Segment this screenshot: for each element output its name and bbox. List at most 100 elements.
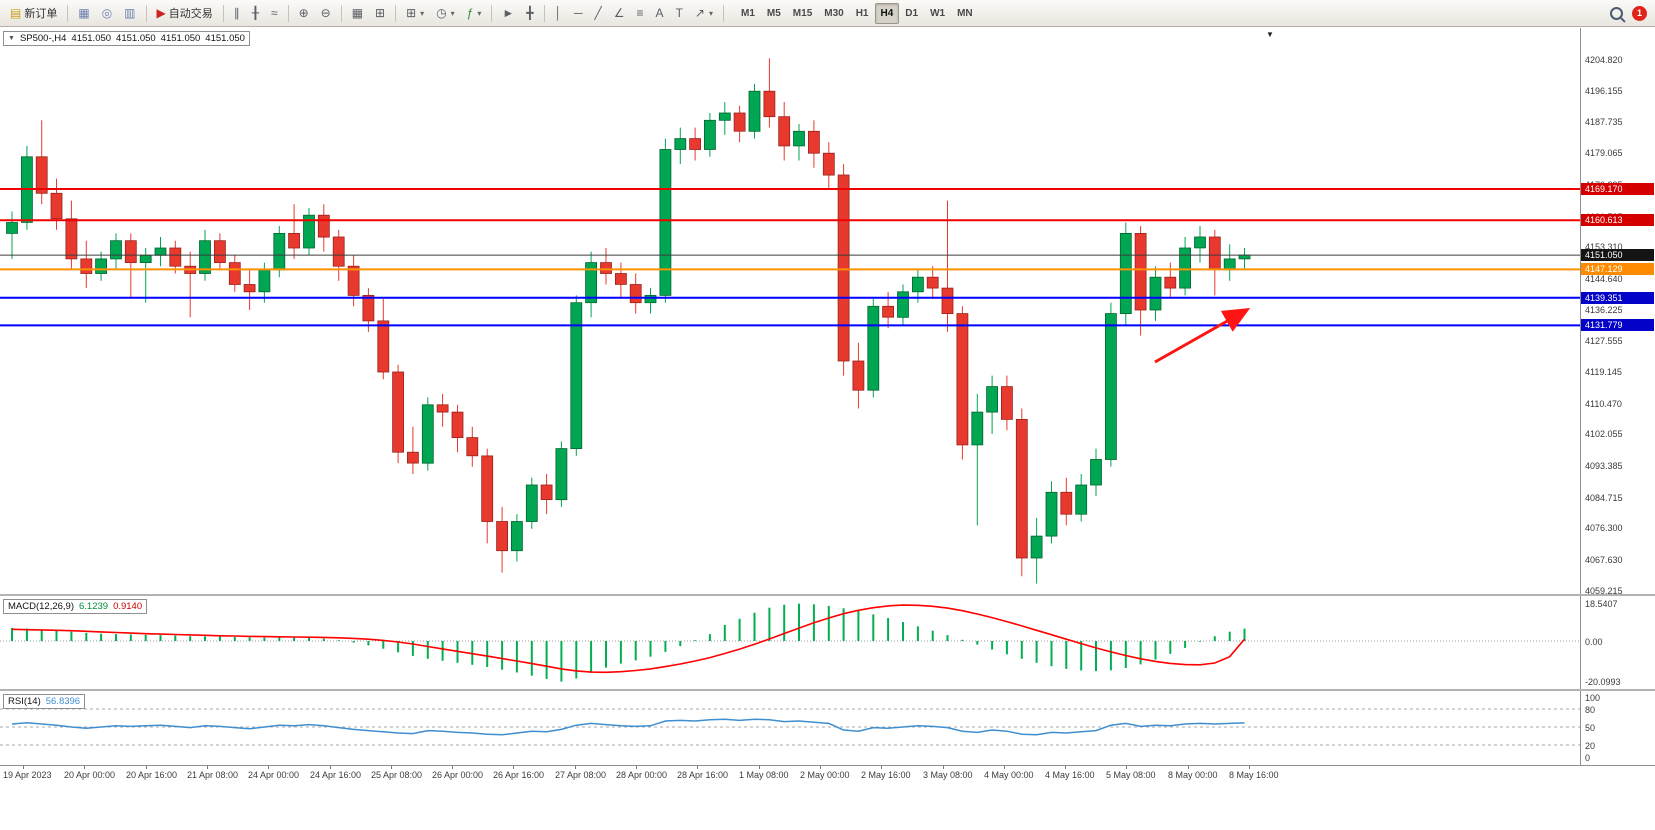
autotrading-icon: ▶ bbox=[156, 6, 166, 20]
price-tick-label: 4144.640 bbox=[1585, 274, 1623, 284]
time-axis[interactable]: 19 Apr 2023 20 Apr 00:00 20 Apr 16:00 21 Ap… bbox=[0, 765, 1655, 787]
timeframe-m30-button[interactable]: M30 bbox=[824, 7, 844, 19]
time-label: 24 Apr 16:00 bbox=[310, 770, 362, 780]
toolbar-cursor-button[interactable]: ► bbox=[497, 2, 519, 25]
price-tick-label: 4110.470 bbox=[1585, 398, 1622, 409]
timeframe-h1-button[interactable]: H1 bbox=[855, 7, 869, 19]
toolbar-profiles-button[interactable]: ◷ ▾ bbox=[431, 2, 460, 25]
timeframe-d1-button[interactable]: D1 bbox=[905, 7, 919, 19]
toolbar-trendline-button[interactable]: ╱ bbox=[590, 2, 607, 25]
autotrading-label: 自动交易 bbox=[168, 8, 213, 20]
toolbar-vertical-line-button[interactable]: │ bbox=[550, 2, 568, 25]
toolbar-autotrading-button[interactable]: ▶ 自动交易 bbox=[152, 2, 218, 25]
toolbar-crosshair-button[interactable]: ╋ bbox=[521, 2, 538, 25]
line-chart-icon: ≈ bbox=[270, 6, 278, 20]
price-tick-label: 4067.630 bbox=[1585, 554, 1623, 565]
timeframe-mn-button[interactable]: MN bbox=[957, 7, 973, 19]
time-label: 26 Apr 00:00 bbox=[432, 770, 484, 780]
timeframe-h4-button[interactable]: H4 bbox=[874, 2, 900, 24]
fibonacci-icon: ≡ bbox=[636, 6, 644, 20]
toolbar-terminal-button[interactable]: ▥ bbox=[119, 2, 140, 25]
rsi-tick-label: 50 bbox=[1585, 722, 1596, 733]
search-icon[interactable] bbox=[1610, 6, 1623, 20]
toolbar-text-label-button[interactable]: T bbox=[671, 2, 688, 25]
timeframe-group: M1 M5 M15 M30 H1 H4 D1 W1 MN bbox=[735, 2, 979, 24]
terminal-icon: ▥ bbox=[124, 6, 136, 20]
toolbar-zoom-in-button[interactable]: ⊕ bbox=[294, 2, 314, 25]
new-order-label: 新订单 bbox=[24, 8, 58, 20]
price-tag-4139.351: 4139.351 bbox=[1581, 291, 1654, 304]
zoom-out-icon: ⊖ bbox=[320, 6, 331, 20]
time-label: 8 May 16:00 bbox=[1229, 770, 1279, 780]
price-chart-canvas[interactable] bbox=[0, 28, 1580, 594]
price-axis[interactable]: 4204.8204196.1554187.7354179.0654170.395… bbox=[1581, 28, 1655, 596]
price-tag-4151.050: 4151.050 bbox=[1581, 249, 1654, 262]
toolbar-horizontal-line-button[interactable]: ─ bbox=[569, 2, 588, 25]
timeframe-m15-button[interactable]: M15 bbox=[792, 7, 813, 19]
toolbar-auto-arrange-button[interactable]: ▦ bbox=[347, 2, 368, 25]
toolbar-line-chart-button[interactable]: ≈ bbox=[266, 2, 283, 25]
notification-badge[interactable]: 1 bbox=[1632, 5, 1647, 21]
chart-title-box: ▼ SP500-,H4 4151.050 4151.050 4151.050 4… bbox=[3, 31, 250, 46]
chart-shift-marker-icon[interactable]: ▼ bbox=[1266, 30, 1274, 39]
time-tick bbox=[575, 766, 576, 769]
time-label: 5 May 08:00 bbox=[1106, 770, 1156, 780]
price-tag-4131.779: 4131.779 bbox=[1581, 319, 1654, 332]
vertical-line-icon: │ bbox=[554, 6, 563, 20]
toolbar-button-group: ▤ 新订单 ▦ ◎ ▥ ▶ 自动交易 ∥ ╂ ≈ ⊕ ⊖ ▦ ⊞ ⊞ ▾ ◷ ▾ ƒ ▾ ► ╋ │ ─ ╱ ∠ ≡ A T ↗ ▾ bbox=[5, 2, 727, 25]
time-label: 28 Apr 00:00 bbox=[616, 770, 668, 780]
price-tick-label: 4093.385 bbox=[1585, 460, 1623, 471]
price-tick-label: 4187.735 bbox=[1585, 116, 1623, 127]
timeframe-m1-button[interactable]: M1 bbox=[740, 7, 755, 19]
toolbar-separator bbox=[67, 4, 69, 22]
rsi-canvas[interactable] bbox=[0, 691, 1580, 764]
toolbar-tile-windows-button[interactable]: ⊞ bbox=[370, 2, 390, 25]
toolbar-zoom-out-button[interactable]: ⊖ bbox=[316, 2, 336, 25]
dropdown-arrow-icon: ▾ bbox=[420, 8, 425, 18]
time-tick bbox=[1126, 766, 1127, 769]
toolbar-fibonacci-button[interactable]: ≡ bbox=[632, 2, 649, 25]
panel-separator[interactable] bbox=[0, 689, 1655, 691]
macd-tick-label: -20.0993 bbox=[1585, 677, 1621, 688]
time-label: 27 Apr 08:00 bbox=[555, 770, 607, 780]
toolbar-indicators-button[interactable]: ƒ ▾ bbox=[462, 2, 487, 25]
toolbar-new-order-button[interactable]: ▤ 新订单 bbox=[5, 2, 62, 25]
price-tag-4160.613: 4160.613 bbox=[1581, 214, 1654, 227]
new-order-icon: ▤ bbox=[10, 6, 22, 20]
arrows-icon: ↗ bbox=[694, 6, 705, 20]
price-scale-border bbox=[1580, 28, 1581, 765]
macd-canvas[interactable] bbox=[0, 596, 1580, 689]
time-tick bbox=[820, 766, 821, 769]
cursor-icon: ► bbox=[502, 6, 515, 20]
time-label: 20 Apr 00:00 bbox=[64, 770, 116, 780]
time-label: 1 May 08:00 bbox=[739, 770, 789, 780]
toolbar-new-chart-button[interactable]: ⊞ ▾ bbox=[401, 2, 429, 25]
timeframe-w1-button[interactable]: W1 bbox=[930, 7, 946, 19]
time-label: 4 May 00:00 bbox=[984, 770, 1034, 780]
toolbar-separator bbox=[222, 4, 224, 22]
toolbar-text-button[interactable]: A bbox=[651, 2, 669, 25]
timeframe-m5-button[interactable]: M5 bbox=[766, 7, 781, 19]
toolbar-market-watch-button[interactable]: ▦ bbox=[73, 2, 94, 25]
trend-arrow-annotation[interactable] bbox=[1154, 308, 1251, 364]
time-label: 2 May 16:00 bbox=[861, 770, 911, 780]
time-tick bbox=[23, 766, 24, 769]
macd-tick-label: 18.5407 bbox=[1585, 599, 1618, 610]
time-tick bbox=[330, 766, 331, 769]
macd-tick-label: 0.00 bbox=[1585, 636, 1603, 647]
collapse-triangle-icon[interactable]: ▼ bbox=[8, 35, 15, 42]
tile-windows-icon: ⊞ bbox=[375, 6, 386, 20]
toolbar-bar-chart-button[interactable]: ∥ bbox=[229, 2, 245, 25]
toolbar-navigator-button[interactable]: ◎ bbox=[97, 2, 117, 25]
price-tick-label: 4179.065 bbox=[1585, 148, 1623, 159]
macd-axis[interactable]: 18.5407 0.00 -20.0993 bbox=[1581, 596, 1655, 689]
rsi-axis[interactable]: 100 80 50 20 0 bbox=[1581, 691, 1655, 764]
macd-panel: MACD(12,26,9) 6.1239 0.9140 18.5407 0.00 -… bbox=[0, 596, 1655, 689]
toolbar-candlestick-chart-button[interactable]: ╂ bbox=[247, 2, 264, 25]
toolbar-arrows-button[interactable]: ↗ ▾ bbox=[690, 2, 718, 25]
toolbar-equidistant-channel-button[interactable]: ∠ bbox=[609, 2, 630, 25]
time-tick bbox=[1188, 766, 1189, 769]
time-tick bbox=[1004, 766, 1005, 769]
panel-separator[interactable] bbox=[0, 594, 1655, 596]
navigator-icon: ◎ bbox=[101, 6, 113, 20]
